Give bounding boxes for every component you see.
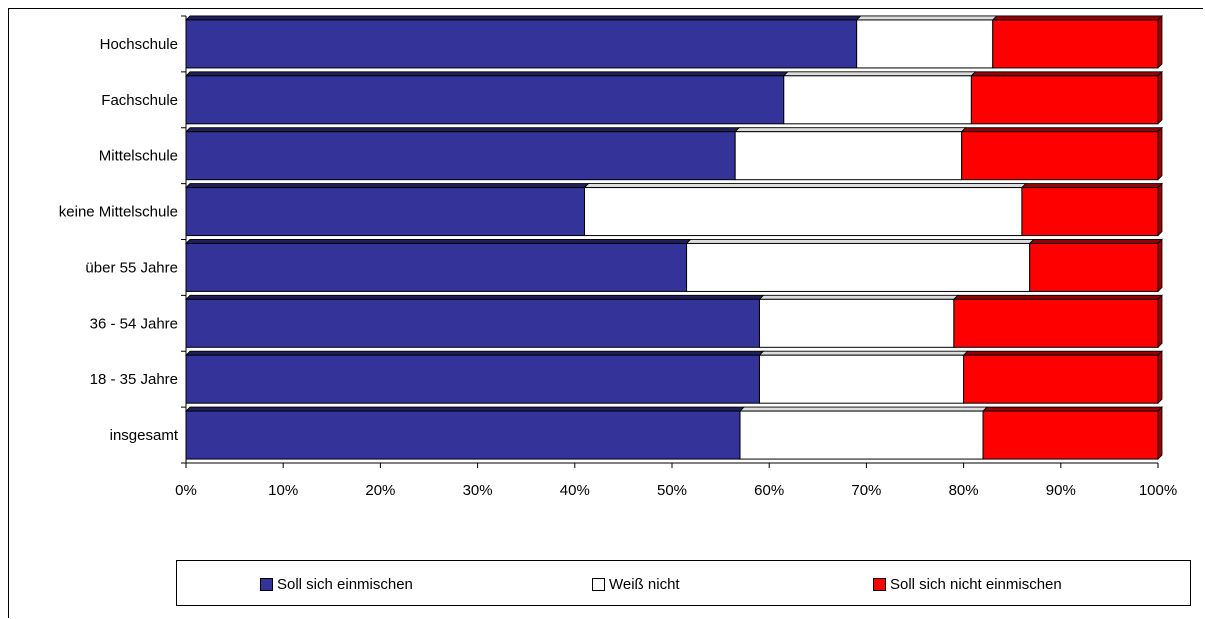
legend-label: Soll sich einmischen xyxy=(277,575,413,593)
bar-segment-soll-sich-nicht-einmischen xyxy=(1021,187,1159,237)
bar-top-face xyxy=(734,127,967,133)
bar-side-face xyxy=(1157,70,1163,125)
x-tick-label: 70% xyxy=(851,482,881,499)
bar-segment-weiss-nicht xyxy=(856,19,994,69)
x-tick-label: 20% xyxy=(365,482,395,499)
bar-top-face xyxy=(970,71,1163,77)
x-tick-label: 60% xyxy=(754,482,784,499)
legend-swatch-red xyxy=(873,577,886,591)
legend: Soll sich einmischen Weiß nicht Soll sic… xyxy=(176,560,1191,606)
bar-side-face xyxy=(1157,238,1163,293)
bar-segment-soll-sich-nicht-einmischen xyxy=(970,75,1159,125)
bar-top-face xyxy=(782,71,977,77)
category-label: 36 - 54 Jahre xyxy=(90,315,178,332)
bar-segment-weiss-nicht xyxy=(758,354,965,404)
legend-item-soll-sich-nicht-einmischen: Soll sich nicht einmischen xyxy=(873,575,1062,593)
x-tick-label: 10% xyxy=(268,482,298,499)
bar-top-face xyxy=(185,71,789,77)
bar-side-face xyxy=(1157,182,1163,237)
bar-segment-soll-sich-nicht-einmischen xyxy=(953,298,1159,348)
category-label: insgesamt xyxy=(110,427,179,444)
legend-swatch-blue xyxy=(260,577,273,591)
x-tick-label: 80% xyxy=(949,482,979,499)
legend-label: Weiß nicht xyxy=(609,575,680,593)
bar-top-face xyxy=(185,239,692,244)
bar-segment-weiss-nicht xyxy=(758,298,955,348)
bar-segment-soll-sich-einmischen xyxy=(185,298,760,348)
bar-segment-soll-sich-nicht-einmischen xyxy=(1029,242,1159,292)
x-tick-label: 90% xyxy=(1046,482,1076,499)
bar-top-face xyxy=(1028,239,1163,244)
bar-side-face xyxy=(1157,294,1163,349)
bar-top-face xyxy=(185,15,862,21)
bar-segment-weiss-nicht xyxy=(734,131,963,181)
bar-segment-soll-sich-einmischen xyxy=(185,354,760,404)
bar-segment-soll-sich-einmischen xyxy=(185,75,785,125)
bar-top-face xyxy=(960,127,1163,133)
bar-top-face xyxy=(962,350,1163,356)
bar-segment-soll-sich-einmischen xyxy=(185,131,736,181)
chart-frame xyxy=(8,8,1203,618)
bar-segment-weiss-nicht xyxy=(739,410,984,460)
bar-top-face xyxy=(739,406,989,412)
legend-item-soll-sich-einmischen: Soll sich einmischen xyxy=(260,575,413,593)
bar-segment-soll-sich-nicht-einmischen xyxy=(963,354,1159,404)
bar-side-face xyxy=(1157,350,1163,405)
bar-segment-soll-sich-einmischen xyxy=(185,410,741,460)
legend-label: Soll sich nicht einmischen xyxy=(890,575,1062,593)
category-label: über 55 Jahre xyxy=(85,259,178,276)
bar-segment-soll-sich-nicht-einmischen xyxy=(992,19,1159,69)
bar-segment-weiss-nicht xyxy=(686,242,1031,292)
bar-segment-soll-sich-einmischen xyxy=(185,187,586,237)
x-tick-label: 100% xyxy=(1139,482,1177,499)
category-label: Mittelschule xyxy=(99,148,178,165)
bar-side-face xyxy=(1157,406,1163,461)
bar-segment-soll-sich-nicht-einmischen xyxy=(961,131,1159,181)
legend-swatch-white xyxy=(592,577,605,591)
bar-top-face xyxy=(855,15,998,21)
category-label: 18 - 35 Jahre xyxy=(90,371,178,388)
bar-side-face xyxy=(1157,126,1163,181)
bar-top-face xyxy=(982,406,1163,412)
category-label: Fachschule xyxy=(101,92,178,109)
x-tick-label: 50% xyxy=(657,482,687,499)
bar-segment-weiss-nicht xyxy=(783,75,972,125)
bar-top-face xyxy=(685,239,1035,244)
bar-top-face xyxy=(952,294,1163,300)
bar-top-face xyxy=(185,294,765,300)
bar-segment-soll-sich-nicht-einmischen xyxy=(982,410,1159,460)
bar-top-face xyxy=(185,183,590,188)
legend-item-weiss-nicht: Weiß nicht xyxy=(592,575,680,593)
category-label: Hochschule xyxy=(100,36,178,53)
x-tick-label: 30% xyxy=(463,482,493,499)
x-tick-label: 0% xyxy=(175,482,197,499)
bar-top-face xyxy=(758,350,969,356)
bar-segment-soll-sich-einmischen xyxy=(185,242,688,292)
category-label: keine Mittelschule xyxy=(59,204,178,221)
bar-top-face xyxy=(758,294,959,300)
bar-top-face xyxy=(185,350,765,356)
x-tick-label: 40% xyxy=(560,482,590,499)
bar-side-face xyxy=(1157,14,1163,69)
bar-top-face xyxy=(991,15,1163,21)
bar-top-face xyxy=(185,127,741,133)
bar-top-face xyxy=(185,406,746,412)
bar-segment-soll-sich-einmischen xyxy=(185,19,858,69)
bar-segment-weiss-nicht xyxy=(584,187,1023,237)
bar-top-face xyxy=(583,183,1027,188)
bar-top-face xyxy=(1020,183,1163,188)
